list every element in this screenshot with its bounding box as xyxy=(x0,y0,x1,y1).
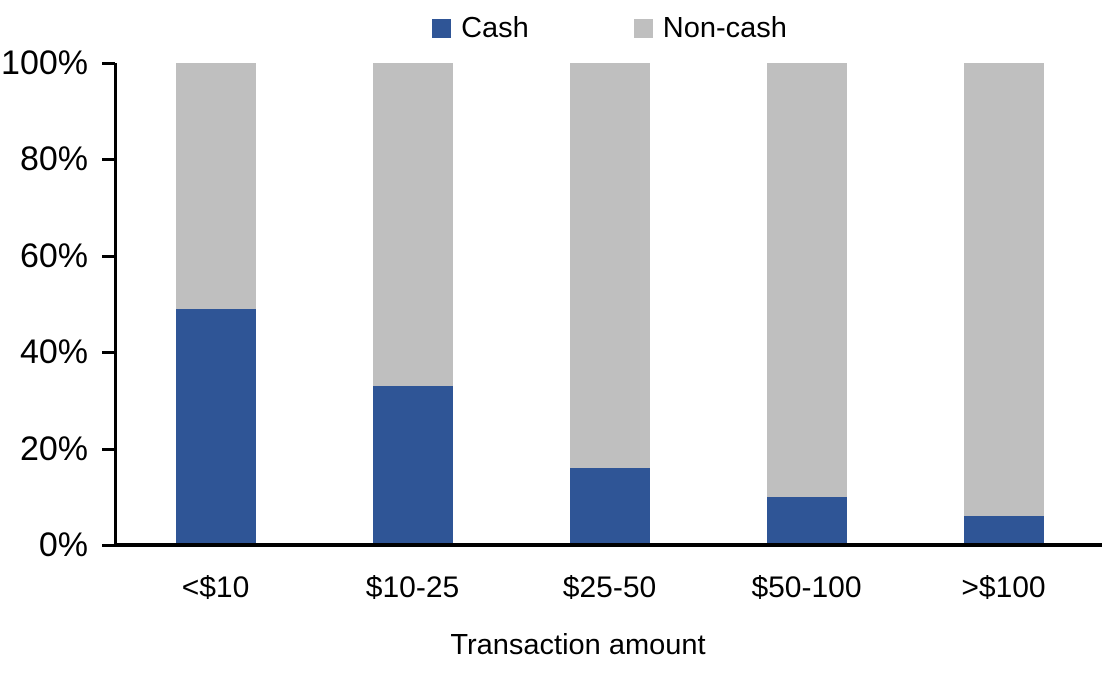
bar-segment-non-cash-10-25 xyxy=(372,63,453,386)
y-axis-label: 60% xyxy=(19,236,88,275)
legend-swatch-non-cash-icon xyxy=(633,18,653,38)
x-axis-label-50-100: $50-100 xyxy=(751,571,862,604)
y-axis-tick xyxy=(102,447,115,451)
bar-segment-cash-10-25 xyxy=(372,385,453,545)
x-axis-label-100: >$100 xyxy=(961,571,1046,604)
y-axis-tick xyxy=(102,254,115,258)
x-axis-title: Transaction amount xyxy=(450,629,706,661)
y-axis-tick xyxy=(102,158,115,162)
y-axis-tick xyxy=(102,62,115,65)
legend-label-non-cash: Non-cash xyxy=(662,12,787,44)
x-axis-label-10: <$10 xyxy=(181,571,250,604)
y-axis-line xyxy=(114,63,117,547)
y-axis-tick xyxy=(102,544,115,547)
y-axis-label: 20% xyxy=(19,429,88,468)
bar-segment-non-cash-50-100 xyxy=(766,63,847,497)
bar-segment-non-cash-100 xyxy=(963,63,1044,517)
bar-segment-cash-100 xyxy=(963,516,1044,545)
x-axis-line xyxy=(114,543,1102,547)
legend-item-cash: Cash xyxy=(432,11,529,45)
legend-item-non-cash: Non-cash xyxy=(633,11,787,45)
bar-segment-cash-25-50 xyxy=(569,467,650,545)
y-axis-tick xyxy=(102,351,115,355)
y-axis-label: 80% xyxy=(19,140,88,179)
legend-label-cash: Cash xyxy=(461,12,529,44)
bar-segment-cash-50-100 xyxy=(766,496,847,545)
bar-segment-non-cash-10 xyxy=(175,63,256,309)
x-axis-label-25-50: $25-50 xyxy=(562,571,657,604)
y-axis-label: 40% xyxy=(19,333,88,372)
bar-segment-non-cash-25-50 xyxy=(569,63,650,468)
bar-segment-cash-10 xyxy=(175,308,256,545)
x-axis-label-10-25: $10-25 xyxy=(365,571,460,604)
legend-swatch-cash-icon xyxy=(432,18,452,38)
legend: Cash Non-cash xyxy=(117,11,1102,45)
y-axis-label: 100% xyxy=(1,44,88,82)
y-axis-label: 0% xyxy=(38,526,88,564)
